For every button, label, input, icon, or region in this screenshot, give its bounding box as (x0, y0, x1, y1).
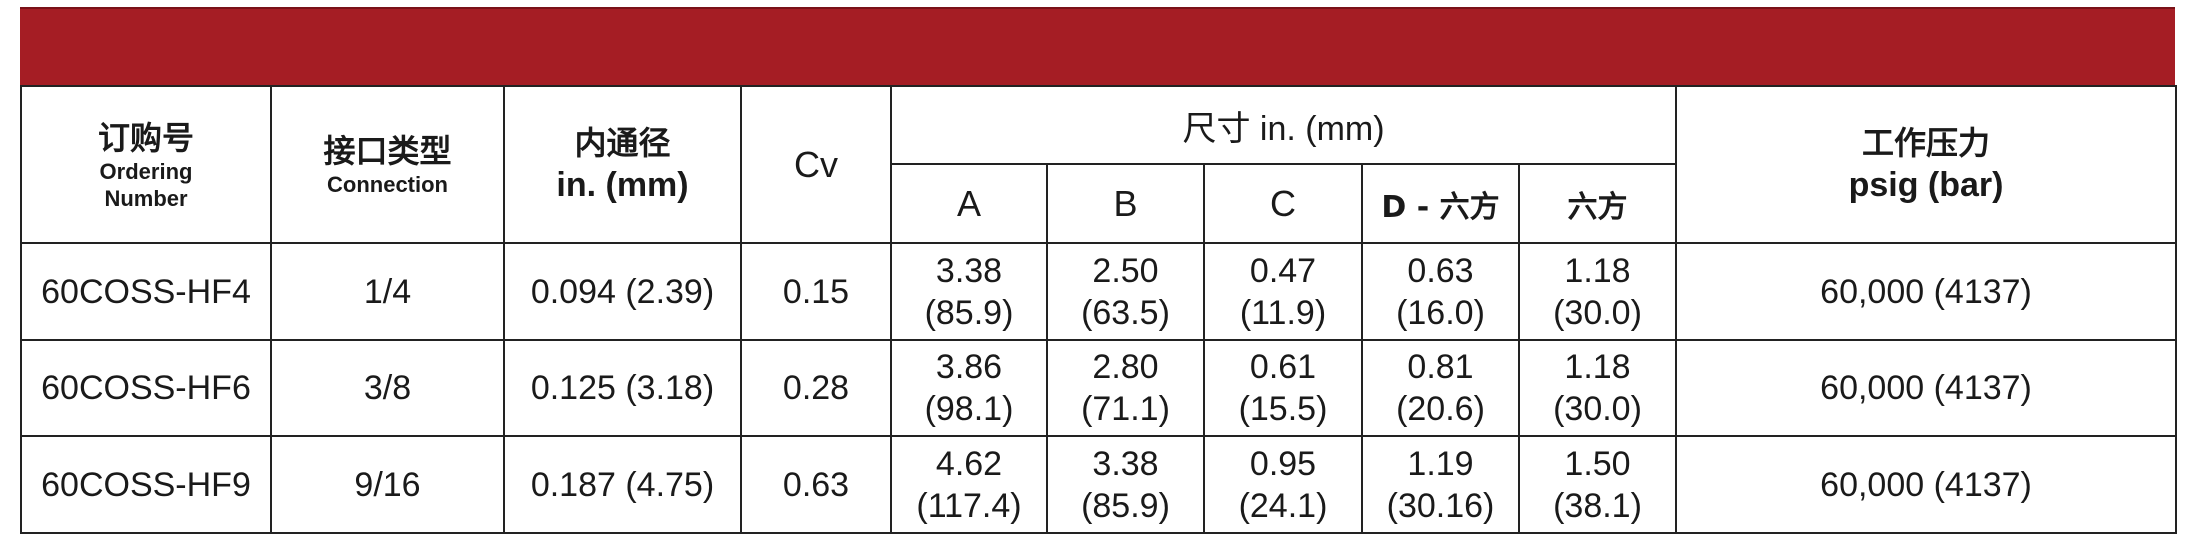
header-connection: 接口类型 Connection (270, 85, 505, 244)
dim-c-in: 0.47 (1249, 251, 1317, 290)
cv-value: 0.15 (740, 242, 892, 341)
header-bore-zh: 内通径 (574, 123, 671, 162)
dim-hex-in: 1.18 (1564, 348, 1631, 386)
working-pressure: 60,000 (4137) (1675, 435, 2178, 534)
header-bore-en: in. (mm) (556, 165, 689, 204)
dim-hex-mm: (30.0) (1553, 390, 1642, 428)
dim-b: 2.50 (63.5) (1046, 242, 1205, 341)
dim-b-in: 2.80 (1092, 348, 1159, 386)
header-connection-zh: 接口类型 (323, 132, 452, 170)
connection-size: 1/4 (270, 242, 505, 341)
bore-size: 0.094 (2.39) (503, 242, 742, 341)
dim-c-in: 0.61 (1249, 348, 1317, 386)
dim-b-mm: (63.5) (1081, 293, 1170, 332)
header-dim-c: C (1203, 163, 1363, 244)
header-dim-hex: 六方 (1517, 163, 1678, 244)
header-ordering-en2: Number (104, 185, 188, 211)
dim-d-mm: (16.0) (1396, 293, 1485, 332)
header-cv: Cv (740, 85, 892, 244)
dim-hex-mm: (30.0) (1553, 293, 1642, 332)
header-ordering-number: 订购号 Ordering Number (20, 85, 272, 244)
dim-hex: 1.50 (38.1) (1517, 435, 1678, 534)
working-pressure: 60,000 (4137) (1675, 339, 2178, 437)
header-ordering-zh: 订购号 (97, 118, 194, 157)
dim-b-in: 2.50 (1092, 251, 1159, 290)
dim-hex-in: 1.50 (1564, 444, 1631, 483)
dim-c-mm: (24.1) (1238, 486, 1328, 525)
dim-d-hex: 0.63 (16.0) (1361, 242, 1520, 341)
header-ordering-en1: Ordering (99, 158, 193, 184)
header-pressure-en: psig (bar) (1848, 165, 2004, 204)
dim-d-mm: (20.6) (1396, 390, 1485, 428)
dim-d-mm: (30.16) (1386, 486, 1495, 525)
dim-d-in: 0.81 (1407, 348, 1474, 386)
bore-size: 0.187 (4.75) (503, 435, 742, 534)
dim-a-in: 3.86 (935, 348, 1003, 386)
header-dim-a: A (890, 163, 1048, 244)
dim-c-in: 0.95 (1249, 444, 1317, 483)
part-number: 60COSS-HF4 (20, 242, 272, 341)
header-pressure-zh: 工作压力 (1862, 123, 1991, 162)
header-pressure: 工作压力 psig (bar) (1675, 85, 2178, 244)
dim-c: 0.95 (24.1) (1203, 435, 1363, 534)
dim-a: 3.38 (85.9) (890, 242, 1048, 341)
working-pressure: 60,000 (4137) (1675, 242, 2178, 341)
part-number: 60COSS-HF9 (20, 435, 272, 534)
dim-a-mm: (117.4) (916, 486, 1022, 525)
spec-table: 订购号 Ordering Number 接口类型 Connection 内通径 … (20, 85, 2178, 534)
dim-d-in: 0.63 (1407, 251, 1474, 290)
dim-c-mm: (11.9) (1239, 293, 1327, 332)
dim-hex: 1.18 (30.0) (1517, 242, 1678, 341)
header-bore: 内通径 in. (mm) (503, 85, 742, 244)
dim-b: 2.80 (71.1) (1046, 339, 1205, 437)
dim-hex: 1.18 (30.0) (1517, 339, 1678, 437)
dim-a-in: 3.38 (935, 251, 1003, 290)
table-row: 60COSS-HF6 3/8 0.125 (3.18) 0.28 3.86 (98… (20, 339, 2178, 437)
dim-a: 4.62 (117.4) (890, 435, 1048, 534)
header-dim-b: B (1046, 163, 1205, 244)
dim-d-hex: 0.81 (20.6) (1361, 339, 1520, 437)
cv-value: 0.63 (740, 435, 892, 534)
dim-b-mm: (71.1) (1081, 390, 1170, 428)
dim-a-mm: (98.1) (924, 390, 1014, 428)
dim-d-in: 1.19 (1407, 444, 1474, 483)
bore-size: 0.125 (3.18) (503, 339, 742, 437)
header-dim-d-hex: D - 六方 (1361, 163, 1520, 244)
dim-a-mm: (85.9) (924, 293, 1014, 332)
header-banner (20, 7, 2175, 85)
dim-hex-mm: (38.1) (1553, 486, 1642, 525)
dim-c: 0.47 (11.9) (1203, 242, 1363, 341)
dim-b-in: 3.38 (1092, 444, 1159, 483)
dim-c: 0.61 (15.5) (1203, 339, 1363, 437)
connection-size: 3/8 (270, 339, 505, 437)
table-row: 60COSS-HF9 9/16 0.187 (4.75) 0.63 4.62 (1… (20, 435, 2178, 534)
dim-a-in: 4.62 (935, 444, 1003, 483)
header-connection-en: Connection (327, 172, 448, 197)
table-row: 60COSS-HF4 1/4 0.094 (2.39) 0.15 3.38 (85… (20, 242, 2178, 341)
dim-d-hex: 1.19 (30.16) (1361, 435, 1520, 534)
header-dimensions: 尺寸 in. (mm) (889, 85, 1678, 165)
connection-size: 9/16 (270, 435, 505, 534)
part-number: 60COSS-HF6 (20, 339, 272, 437)
dim-a: 3.86 (98.1) (890, 339, 1048, 437)
dim-hex-in: 1.18 (1564, 251, 1631, 290)
cv-value: 0.28 (740, 339, 892, 437)
dim-b-mm: (85.9) (1081, 486, 1170, 525)
dim-b: 3.38 (85.9) (1046, 435, 1205, 534)
dim-c-mm: (15.5) (1238, 390, 1328, 428)
